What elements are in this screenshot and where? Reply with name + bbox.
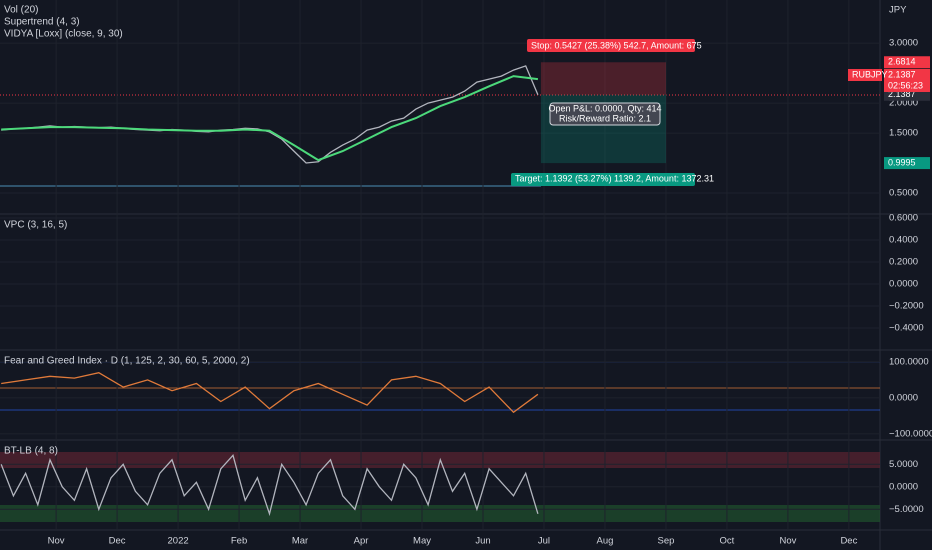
pane-title: Fear and Greed Index · D (1, 125, 2, 30,… <box>4 356 250 367</box>
y-tick-label: 1.5000 <box>889 128 918 139</box>
x-tick-label: Nov <box>779 536 796 547</box>
price-tag-box <box>884 80 930 92</box>
legend: VIDYA [Loxx] (close, 9, 30) <box>4 29 123 40</box>
pnl-label: Open P&L: 0.0000, Qty: 414 <box>548 103 661 113</box>
currency: JPY <box>889 5 907 16</box>
price-tag-box <box>884 56 930 69</box>
price-tag-box <box>848 69 882 81</box>
legend: Supertrend (4, 3) <box>4 17 80 28</box>
x-tick-label: Apr <box>354 536 369 547</box>
target-label: Target: 1.1392 (53.27%) 1139.2, Amount: … <box>515 173 714 183</box>
price-tag-box <box>884 157 930 170</box>
y-tick-label: −0.2000 <box>889 301 924 312</box>
label-box <box>511 173 695 186</box>
rr-label: Risk/Reward Ratio: 2.1 <box>559 113 651 123</box>
series-line <box>0 453 539 517</box>
label-box <box>527 39 695 52</box>
countdown: 02:56:23 <box>888 80 923 90</box>
pane-title: VPC (3, 16, 5) <box>4 220 67 231</box>
y-tick-label: −0.4000 <box>889 323 924 334</box>
stop-label: Stop: 0.5427 (25.38%) 542.7, Amount: 675 <box>531 40 702 50</box>
pane-title: BT-LB (4, 8) <box>4 446 58 457</box>
x-tick-label: Feb <box>231 536 247 547</box>
target-price: 0.9995 <box>888 157 916 167</box>
y-tick-label: 0.6000 <box>889 212 918 223</box>
oversold-zone <box>0 505 880 522</box>
stop-zone <box>540 62 666 95</box>
x-tick-label: Jun <box>475 536 490 547</box>
series-line <box>1 75 539 162</box>
x-tick-label: Aug <box>597 536 614 547</box>
y-tick-label: 0.0000 <box>889 481 918 492</box>
x-tick-label: Dec <box>840 536 857 547</box>
y-tick-label: 0.5000 <box>889 188 918 199</box>
stop-price: 2.6814 <box>888 57 916 67</box>
y-tick-label: −100.0000 <box>889 428 932 439</box>
entry-price: 2.1387 <box>888 89 916 99</box>
x-tick-label: Jul <box>538 536 550 547</box>
y-tick-label: 100.0000 <box>889 356 929 367</box>
y-tick-label: −5.0000 <box>889 504 924 515</box>
legend: Vol (20) <box>4 5 38 16</box>
x-tick-label: 2022 <box>168 536 189 547</box>
x-tick-label: May <box>413 536 431 547</box>
y-tick-label: 0.0000 <box>889 392 918 403</box>
x-tick-label: Sep <box>657 536 674 547</box>
y-tick-label: 3.0000 <box>889 38 918 49</box>
y-tick-label: 2.0000 <box>889 98 918 109</box>
series-line <box>1 372 539 414</box>
label-box <box>549 102 661 126</box>
symbol: RUBJPY <box>852 69 888 79</box>
last-price: 2.1387 <box>888 69 916 79</box>
price-tag-box <box>884 69 930 81</box>
x-tick-label: Mar <box>292 536 308 547</box>
y-tick-label: 5.0000 <box>889 459 918 470</box>
y-tick-label: 0.0000 <box>889 278 918 289</box>
x-tick-label: Nov <box>48 536 65 547</box>
y-tick-label: 0.2000 <box>889 256 918 267</box>
y-tick-label: 0.4000 <box>889 234 918 245</box>
x-tick-label: Oct <box>720 536 735 547</box>
x-tick-label: Dec <box>109 536 126 547</box>
